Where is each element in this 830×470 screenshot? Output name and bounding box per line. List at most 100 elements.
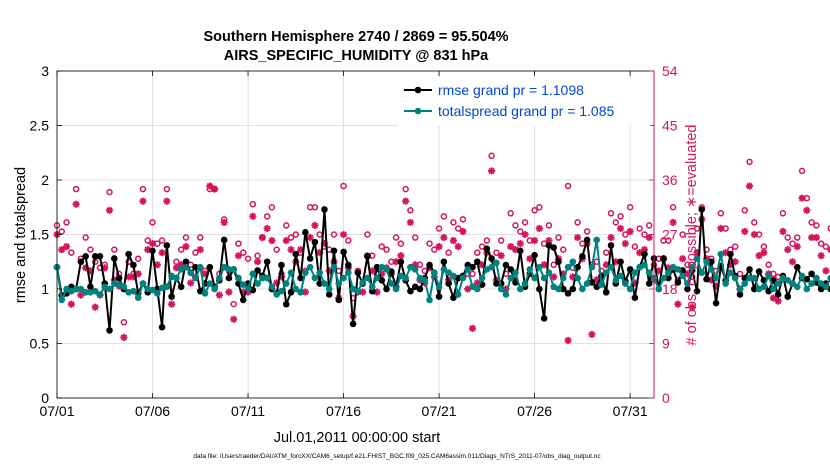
totalspread-point [478, 274, 486, 282]
rmse-point [278, 261, 285, 269]
obs-possible-point [693, 225, 701, 232]
totalspread-point [254, 280, 261, 287]
totalspread-point [187, 269, 195, 276]
rmse-point [282, 300, 290, 308]
totalspread-point [330, 263, 338, 271]
star-stroke [741, 228, 748, 235]
obs-evaluated-point [153, 261, 161, 269]
obs-evaluated-point [234, 252, 243, 260]
star-stroke [717, 225, 725, 232]
totalspread-point [516, 285, 524, 293]
obs-possible-point [741, 207, 748, 214]
star-stroke [106, 207, 113, 214]
obs-possible-point [798, 167, 806, 175]
star-stroke [588, 331, 596, 338]
obs-possible-point [383, 246, 390, 253]
star-stroke [760, 249, 768, 256]
totalspread-point [263, 274, 271, 282]
obs-evaluated-point [526, 255, 534, 263]
obs-possible-point [717, 210, 725, 217]
totalspread-point [502, 291, 510, 298]
obs-possible-point [268, 204, 276, 211]
totalspread-point [316, 269, 323, 276]
y-right-tick-label: 18 [662, 281, 678, 297]
rmse-point [617, 258, 624, 266]
star-stroke [517, 240, 524, 247]
obs-possible-point [111, 246, 118, 253]
obs-possible-point [560, 246, 567, 253]
chart-title-line1: Southern Hemisphere 2740 / 2869 = 95.504… [203, 29, 508, 45]
obs-evaluated-point [750, 230, 758, 239]
rmse-point [192, 263, 199, 271]
star-stroke [679, 255, 686, 262]
rmse-point [736, 291, 744, 298]
totalspread-point [359, 279, 366, 286]
obs-possible-point [173, 258, 180, 265]
obs-evaluated-point [58, 246, 66, 254]
star-stroke [622, 240, 629, 247]
obs-evaluated-point [679, 255, 687, 263]
totalspread-point [822, 283, 830, 291]
totalspread-point [569, 258, 577, 266]
totalspread-point [249, 270, 257, 278]
legend-rmse-dot [414, 86, 422, 94]
x-tick-label: 07/06 [135, 403, 170, 419]
obs-possible-point [287, 234, 295, 241]
obs-evaluated-point [311, 221, 319, 230]
totalspread-point [660, 274, 667, 282]
totalspread-point [712, 274, 720, 282]
totalspread-point [302, 269, 309, 276]
totalspread-point [292, 285, 300, 293]
totalspread-point [216, 274, 223, 282]
rmse-point [660, 255, 667, 262]
obs-possible-point [602, 249, 610, 256]
totalspread-point [325, 285, 333, 293]
obs-possible-point [134, 255, 142, 262]
rmse-point [91, 252, 99, 260]
star-stroke [92, 303, 99, 311]
obs-evaluated-point [812, 233, 820, 242]
y-left-tick-label: 0.5 [30, 336, 50, 352]
obs-possible-point [817, 240, 825, 247]
star-stroke [144, 246, 151, 253]
obs-evaluated-point [621, 239, 629, 248]
totalspread-point [235, 274, 242, 282]
totalspread-line [56, 239, 830, 304]
star-stroke [751, 231, 758, 238]
star-stroke [440, 234, 448, 241]
rmse-point [163, 242, 171, 249]
star-stroke [135, 270, 142, 278]
totalspread-point [717, 250, 725, 258]
totalspread-point [655, 285, 663, 293]
totalspread-point [435, 283, 443, 291]
totalspread-point [364, 274, 371, 282]
rmse-point [263, 258, 271, 266]
rmse-point [550, 244, 558, 251]
rmse-point [569, 285, 577, 293]
rmse-point [727, 250, 734, 258]
y-left-tick-label: 3 [41, 63, 49, 79]
totalspread-point [698, 269, 706, 276]
star-stroke [636, 249, 643, 256]
obs-evaluated-point [62, 243, 71, 251]
totalspread-point [182, 263, 190, 271]
totalspread-point [684, 280, 691, 287]
obs-possible-point [435, 225, 443, 232]
totalspread-point [77, 285, 85, 293]
totalspread-point [426, 296, 433, 304]
obs-evaluated-point [674, 300, 682, 308]
star-stroke [774, 297, 782, 305]
rmse-point [325, 291, 333, 298]
obs-possible-point [158, 237, 166, 244]
rmse-point [693, 287, 701, 295]
obs-possible-point [474, 249, 481, 256]
obs-evaluated-point [540, 261, 548, 269]
star-stroke [340, 231, 347, 238]
y-right-tick-label: 27 [662, 227, 678, 243]
star-stroke [306, 234, 314, 241]
totalspread-point [526, 266, 534, 273]
star-stroke [201, 270, 209, 278]
obs-possible-point [665, 237, 672, 244]
obs-possible-point [397, 240, 405, 247]
rmse-point [435, 293, 443, 300]
